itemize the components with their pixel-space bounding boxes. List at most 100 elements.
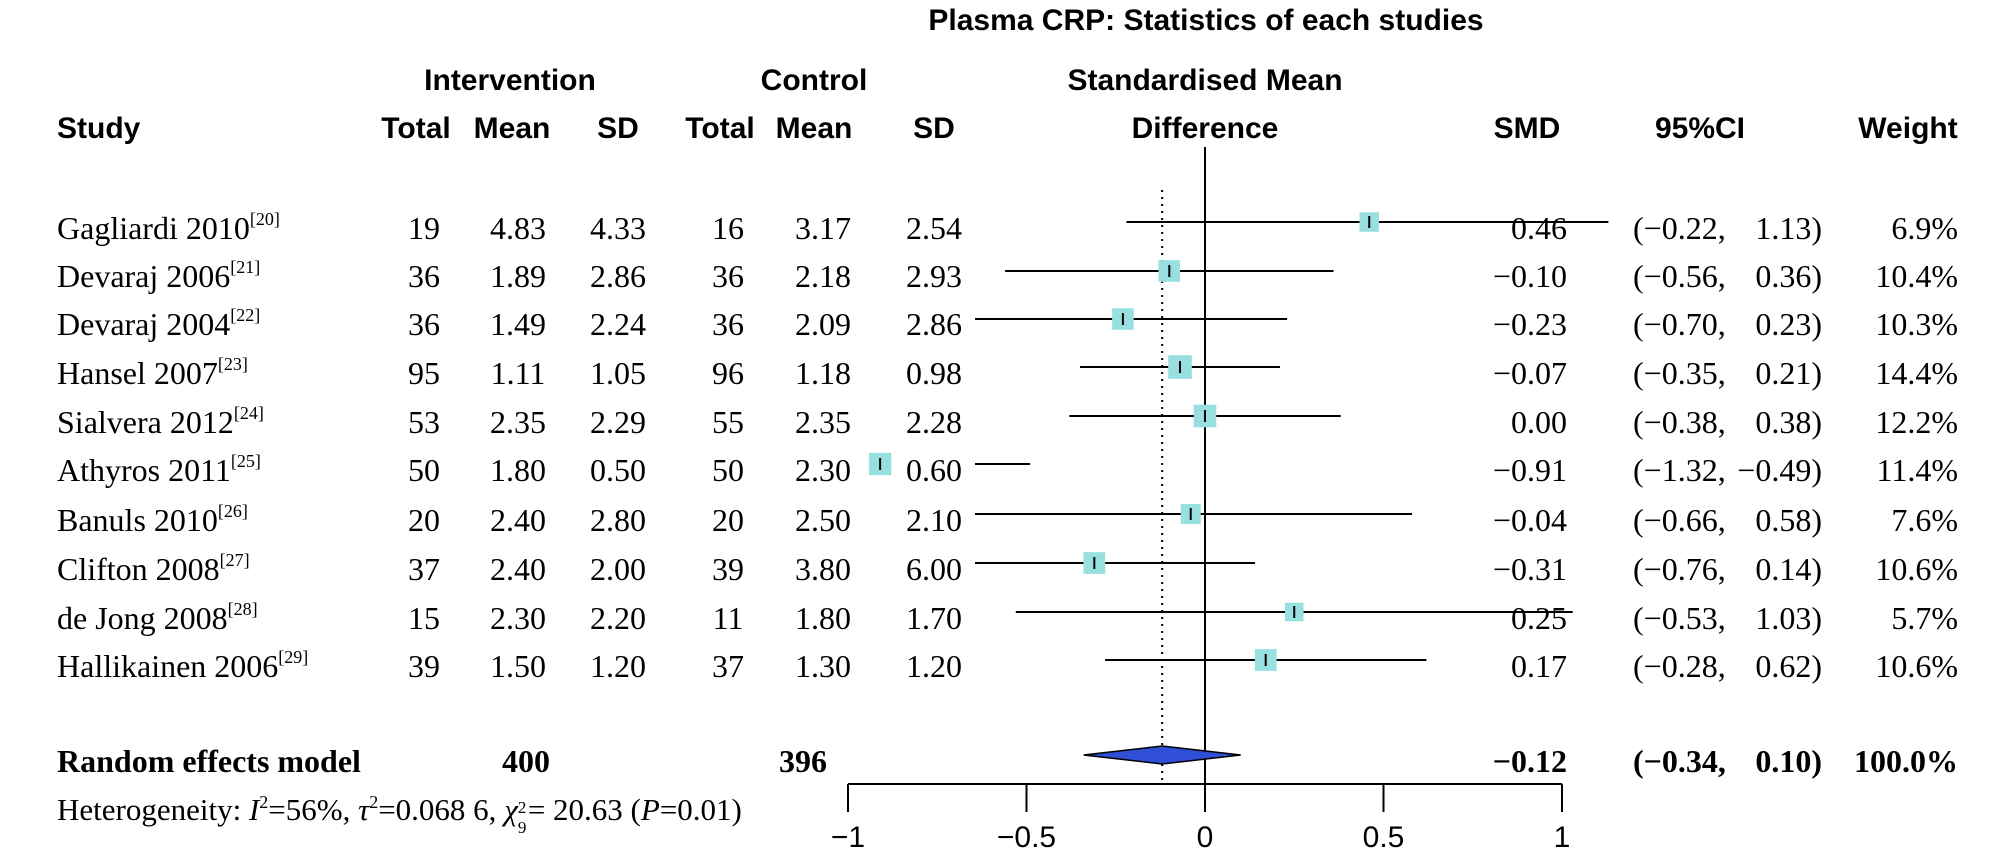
- cell-ci-high: 1.03): [1755, 600, 1822, 636]
- x-axis-tick-label: 1: [1554, 821, 1571, 851]
- cell-c-total: 11: [712, 600, 744, 636]
- cell-ci-low: (−0.38,: [1633, 404, 1726, 440]
- cell-i-total: 53: [408, 404, 440, 440]
- header-c-sd: SD: [913, 112, 955, 145]
- study-name-text: Athyros 2011: [57, 452, 231, 488]
- cell-i-mean: 1.89: [490, 258, 546, 294]
- cell-i-total: 36: [408, 306, 440, 342]
- study-name-text: Devaraj 2006: [57, 258, 231, 294]
- cell-weight: 12.2%: [1875, 404, 1958, 440]
- cell-i-sd: 1.20: [590, 648, 646, 684]
- header-i-sd: SD: [597, 112, 639, 145]
- study-reference: [21]: [230, 257, 261, 277]
- header-i-mean: Mean: [473, 112, 551, 145]
- cell-i-total: 20: [408, 502, 440, 538]
- cell-i-mean: 1.11: [490, 355, 546, 391]
- cell-c-mean: 2.18: [795, 258, 851, 294]
- cell-c-total: 16: [712, 210, 744, 246]
- cell-smd: 0.25: [1511, 600, 1567, 636]
- cell-ci-low: (−0.56,: [1633, 258, 1726, 294]
- study-name-text: Gagliardi 2010: [57, 210, 250, 246]
- study-reference: [22]: [230, 305, 261, 325]
- study-reference: [26]: [217, 501, 248, 521]
- cell-c-mean: 1.18: [795, 355, 851, 391]
- cell-ci-high: −0.49): [1737, 452, 1822, 488]
- cell-smd: −0.31: [1492, 551, 1567, 587]
- study-name: Hansel 2007[23]: [57, 354, 248, 392]
- header-intervention: Intervention: [424, 64, 596, 97]
- cell-c-sd: 1.70: [906, 600, 962, 636]
- cell-i-mean: 2.40: [490, 551, 546, 587]
- cell-i-sd: 2.24: [590, 306, 646, 342]
- cell-i-mean: 4.83: [490, 210, 546, 246]
- cell-weight: 5.7%: [1891, 600, 1958, 636]
- cell-weight: 10.6%: [1875, 551, 1958, 587]
- summary-i-total: 400: [502, 743, 550, 779]
- cell-smd: −0.91: [1492, 452, 1567, 488]
- study-name-text: de Jong 2008: [57, 600, 228, 636]
- header-control: Control: [760, 64, 868, 97]
- cell-ci-low: (−0.28,: [1633, 648, 1726, 684]
- study-reference: [20]: [249, 209, 280, 229]
- study-name: Devaraj 2004[22]: [57, 305, 261, 343]
- cell-smd: −0.04: [1492, 502, 1567, 538]
- summary-ci-high: 0.10): [1755, 743, 1822, 779]
- header-c-total: Total: [685, 112, 755, 145]
- study-name-text: Hansel 2007: [57, 355, 218, 391]
- cell-weight: 6.9%: [1891, 210, 1958, 246]
- cell-c-mean: 3.80: [795, 551, 851, 587]
- cell-weight: 10.3%: [1875, 306, 1958, 342]
- cell-i-total: 36: [408, 258, 440, 294]
- study-name-text: Clifton 2008: [57, 551, 220, 587]
- cell-i-sd: 4.33: [590, 210, 646, 246]
- cell-i-total: 39: [408, 648, 440, 684]
- cell-ci-low: (−0.70,: [1633, 306, 1726, 342]
- header-smd-group: Standardised Mean: [1067, 64, 1343, 97]
- cell-ci-high: 0.62): [1755, 648, 1822, 684]
- study-reference: [29]: [278, 647, 309, 667]
- x-axis-tick-label: −1: [831, 821, 865, 851]
- x-axis-tick-label: 0: [1197, 821, 1214, 851]
- chart-title: Plasma CRP: Statistics of each studies: [928, 4, 1484, 37]
- study-name: Clifton 2008[27]: [57, 550, 250, 588]
- cell-ci-high: 0.14): [1755, 551, 1822, 587]
- study-name: de Jong 2008[28]: [57, 599, 258, 637]
- cell-c-mean: 2.50: [795, 502, 851, 538]
- cell-ci-low: (−0.22,: [1633, 210, 1726, 246]
- cell-i-mean: 1.49: [490, 306, 546, 342]
- cell-weight: 10.6%: [1875, 648, 1958, 684]
- cell-i-mean: 2.40: [490, 502, 546, 538]
- x-axis-tick-label: 0.5: [1363, 821, 1405, 851]
- cell-c-sd: 2.10: [906, 502, 962, 538]
- study-name: Sialvera 2012[24]: [57, 403, 264, 441]
- summary-c-total: 396: [779, 743, 827, 779]
- cell-i-sd: 2.00: [590, 551, 646, 587]
- study-name-text: Sialvera 2012: [57, 404, 234, 440]
- cell-i-mean: 2.30: [490, 600, 546, 636]
- header-study: Study: [57, 112, 141, 145]
- cell-c-sd: 0.60: [906, 452, 962, 488]
- cell-c-total: 55: [712, 404, 744, 440]
- cell-i-sd: 1.05: [590, 355, 646, 391]
- summary-weight: 100.0%: [1854, 743, 1958, 779]
- cell-c-sd: 2.93: [906, 258, 962, 294]
- study-reference: [23]: [217, 354, 248, 374]
- cell-weight: 14.4%: [1875, 355, 1958, 391]
- cell-smd: 0.17: [1511, 648, 1567, 684]
- x-axis-tick-label: −0.5: [997, 821, 1056, 851]
- cell-i-sd: 2.20: [590, 600, 646, 636]
- cell-c-total: 96: [712, 355, 744, 391]
- summary-diamond: [1083, 745, 1241, 765]
- cell-smd: 0.00: [1511, 404, 1567, 440]
- cell-i-total: 50: [408, 452, 440, 488]
- cell-weight: 7.6%: [1891, 502, 1958, 538]
- cell-i-total: 19: [408, 210, 440, 246]
- header-i-total: Total: [381, 112, 451, 145]
- cell-c-sd: 2.54: [906, 210, 962, 246]
- cell-i-sd: 2.80: [590, 502, 646, 538]
- cell-weight: 11.4%: [1876, 452, 1958, 488]
- cell-i-sd: 0.50: [590, 452, 646, 488]
- cell-smd: −0.23: [1492, 306, 1567, 342]
- cell-c-sd: 1.20: [906, 648, 962, 684]
